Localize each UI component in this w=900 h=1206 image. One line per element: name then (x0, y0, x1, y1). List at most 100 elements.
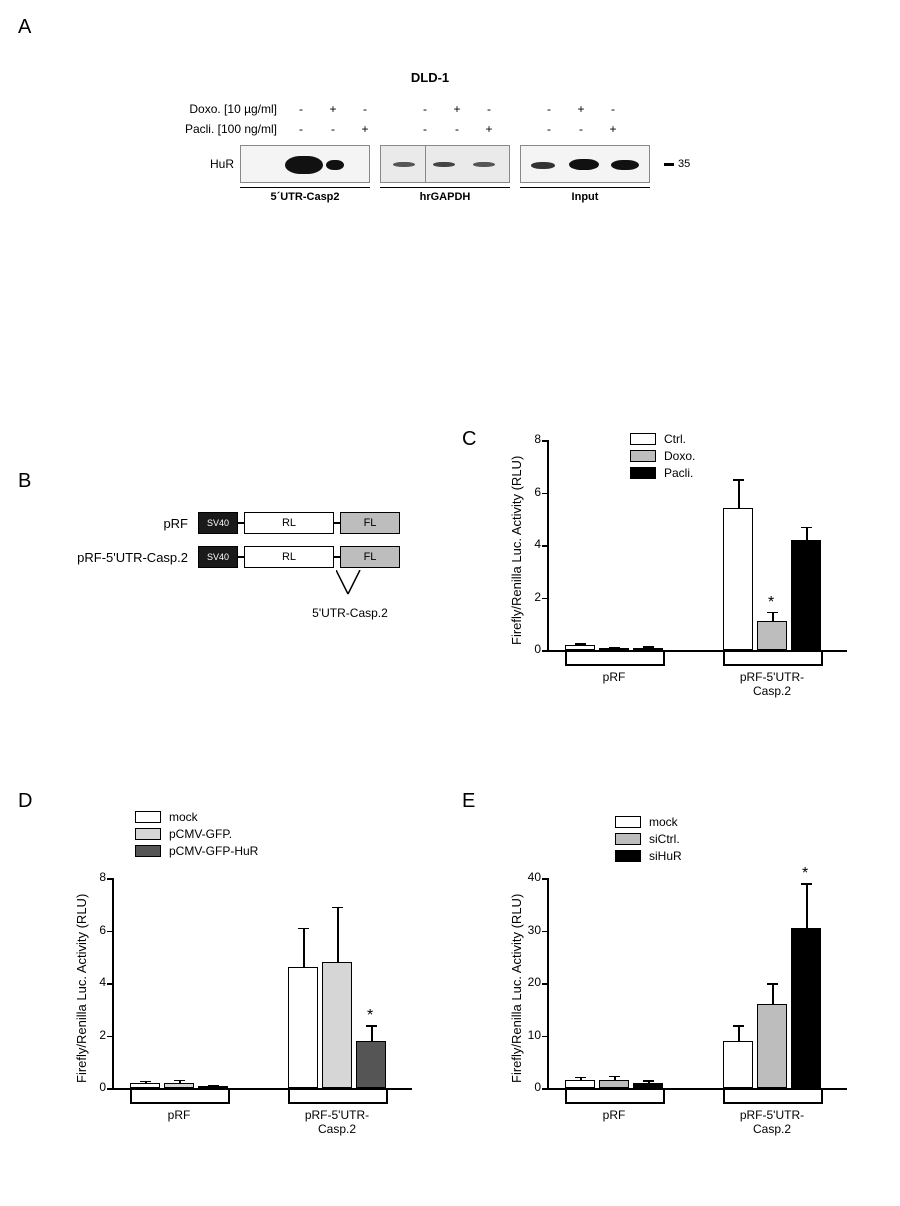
box-fl: FL (340, 512, 400, 534)
sign: - (473, 102, 505, 116)
legend-item: siHuR (615, 849, 682, 863)
legend-d: mock pCMV-GFP. pCMV-GFP-HuR (135, 810, 258, 861)
y-axis-label: Firefly/Renilla Luc. Activity (RLU) (509, 456, 524, 645)
blot-input (520, 145, 650, 183)
panel-a-row1: Doxo. [10 µg/ml] - + - - + - - + - (150, 99, 710, 119)
blot-5utr (240, 145, 370, 183)
bar (198, 1086, 228, 1088)
bar (288, 967, 318, 1088)
legend-swatch (630, 450, 656, 462)
sign: - (409, 102, 441, 116)
legend-label: pCMV-GFP. (169, 827, 232, 841)
group-label: 5´UTR-Casp2 (240, 191, 370, 203)
legend-label: pCMV-GFP-HuR (169, 844, 258, 858)
sign: - (597, 102, 629, 116)
panel-b: pRF SV40 RL FL pRF-5'UTR-Casp.2 SV40 RL … (70, 510, 400, 578)
legend-label: siCtrl. (649, 832, 680, 846)
legend-label: Pacli. (664, 466, 693, 480)
sign: + (565, 102, 597, 116)
marker-35: 35 (664, 158, 690, 170)
bar (633, 648, 663, 650)
panel-c-label: C (462, 428, 476, 451)
sign: + (349, 122, 381, 136)
legend-swatch (135, 845, 161, 857)
bar (565, 645, 595, 650)
legend-item: mock (135, 810, 258, 824)
construct-prf: pRF SV40 RL FL (70, 510, 400, 536)
bar (633, 1083, 663, 1088)
bar (723, 1041, 753, 1088)
legend-label: mock (649, 815, 678, 829)
box-sv40: SV40 (198, 512, 238, 534)
bar (791, 928, 821, 1088)
box-rl: RL (244, 546, 334, 568)
legend-label: Ctrl. (664, 432, 686, 446)
ytick-label: 8 (517, 432, 541, 446)
construct-label: pRF (70, 516, 198, 531)
chart-e: 010203040Firefly/Renilla Luc. Activity (… (495, 868, 875, 1148)
construct-prf-5utr: pRF-5'UTR-Casp.2 SV40 RL FL (70, 544, 400, 570)
panel-a-label: A (18, 16, 31, 39)
box-rl: RL (244, 512, 334, 534)
sign: - (441, 122, 473, 136)
panel-a-blots: HuR 35 (150, 145, 710, 183)
legend-swatch (615, 816, 641, 828)
bar (599, 648, 629, 650)
x-group-label: pRF (130, 1108, 228, 1122)
sign: - (317, 122, 349, 136)
panel-d-label: D (18, 790, 32, 813)
sign: - (533, 102, 565, 116)
legend-swatch (630, 433, 656, 445)
panel-a-group-labels: 5´UTR-Casp2 hrGAPDH Input (150, 187, 710, 203)
panel-e-label: E (462, 790, 475, 813)
sign: + (317, 102, 349, 116)
bar (791, 540, 821, 650)
blot-hrgapdh (380, 145, 510, 183)
legend-item: Ctrl. (630, 432, 695, 446)
x-group-label: pRF-5'UTR-Casp.2 (723, 670, 821, 698)
legend-label: siHuR (649, 849, 682, 863)
bar (565, 1080, 595, 1088)
sign: + (597, 122, 629, 136)
legend-e: mock siCtrl. siHuR (615, 815, 682, 866)
legend-item: Doxo. (630, 449, 695, 463)
legend-item: mock (615, 815, 682, 829)
ytick-label: 8 (82, 870, 106, 884)
pacli-label: Pacli. [100 ng/ml] (150, 122, 285, 136)
chart-d: 02468Firefly/Renilla Luc. Activity (RLU)… (60, 868, 440, 1148)
doxo-label: Doxo. [10 µg/ml] (150, 102, 285, 116)
significance-marker: * (367, 1007, 373, 1025)
group-label: hrGAPDH (380, 191, 510, 203)
legend-label: Doxo. (664, 449, 695, 463)
panel-b-label: B (18, 470, 31, 493)
panel-a: DLD-1 Doxo. [10 µg/ml] - + - - + - - + -… (150, 70, 710, 203)
sign: - (349, 102, 381, 116)
x-group-label: pRF-5'UTR-Casp.2 (288, 1108, 386, 1136)
box-fl: FL (340, 546, 400, 568)
legend-item: Pacli. (630, 466, 695, 480)
sign: - (409, 122, 441, 136)
panel-a-row2: Pacli. [100 ng/ml] - - + - - + - - + (150, 119, 710, 139)
legend-label: mock (169, 810, 198, 824)
legend-swatch (615, 850, 641, 862)
sign: - (533, 122, 565, 136)
construct-label: pRF-5'UTR-Casp.2 (70, 550, 198, 565)
legend-swatch (135, 811, 161, 823)
legend-item: pCMV-GFP-HuR (135, 844, 258, 858)
panel-a-title: DLD-1 (150, 70, 710, 85)
insert-label: 5'UTR-Casp.2 (300, 606, 400, 620)
hur-label: HuR (150, 157, 240, 171)
box-sv40: SV40 (198, 546, 238, 568)
x-group-label: pRF-5'UTR-Casp.2 (723, 1108, 821, 1136)
sign: + (441, 102, 473, 116)
sign: - (565, 122, 597, 136)
legend-swatch (135, 828, 161, 840)
legend-swatch (630, 467, 656, 479)
y-axis-label: Firefly/Renilla Luc. Activity (RLU) (74, 894, 89, 1083)
legend-item: pCMV-GFP. (135, 827, 258, 841)
bar (164, 1083, 194, 1088)
x-group-label: pRF (565, 1108, 663, 1122)
group-label: Input (520, 191, 650, 203)
x-group-label: pRF (565, 670, 663, 684)
bar (356, 1041, 386, 1088)
